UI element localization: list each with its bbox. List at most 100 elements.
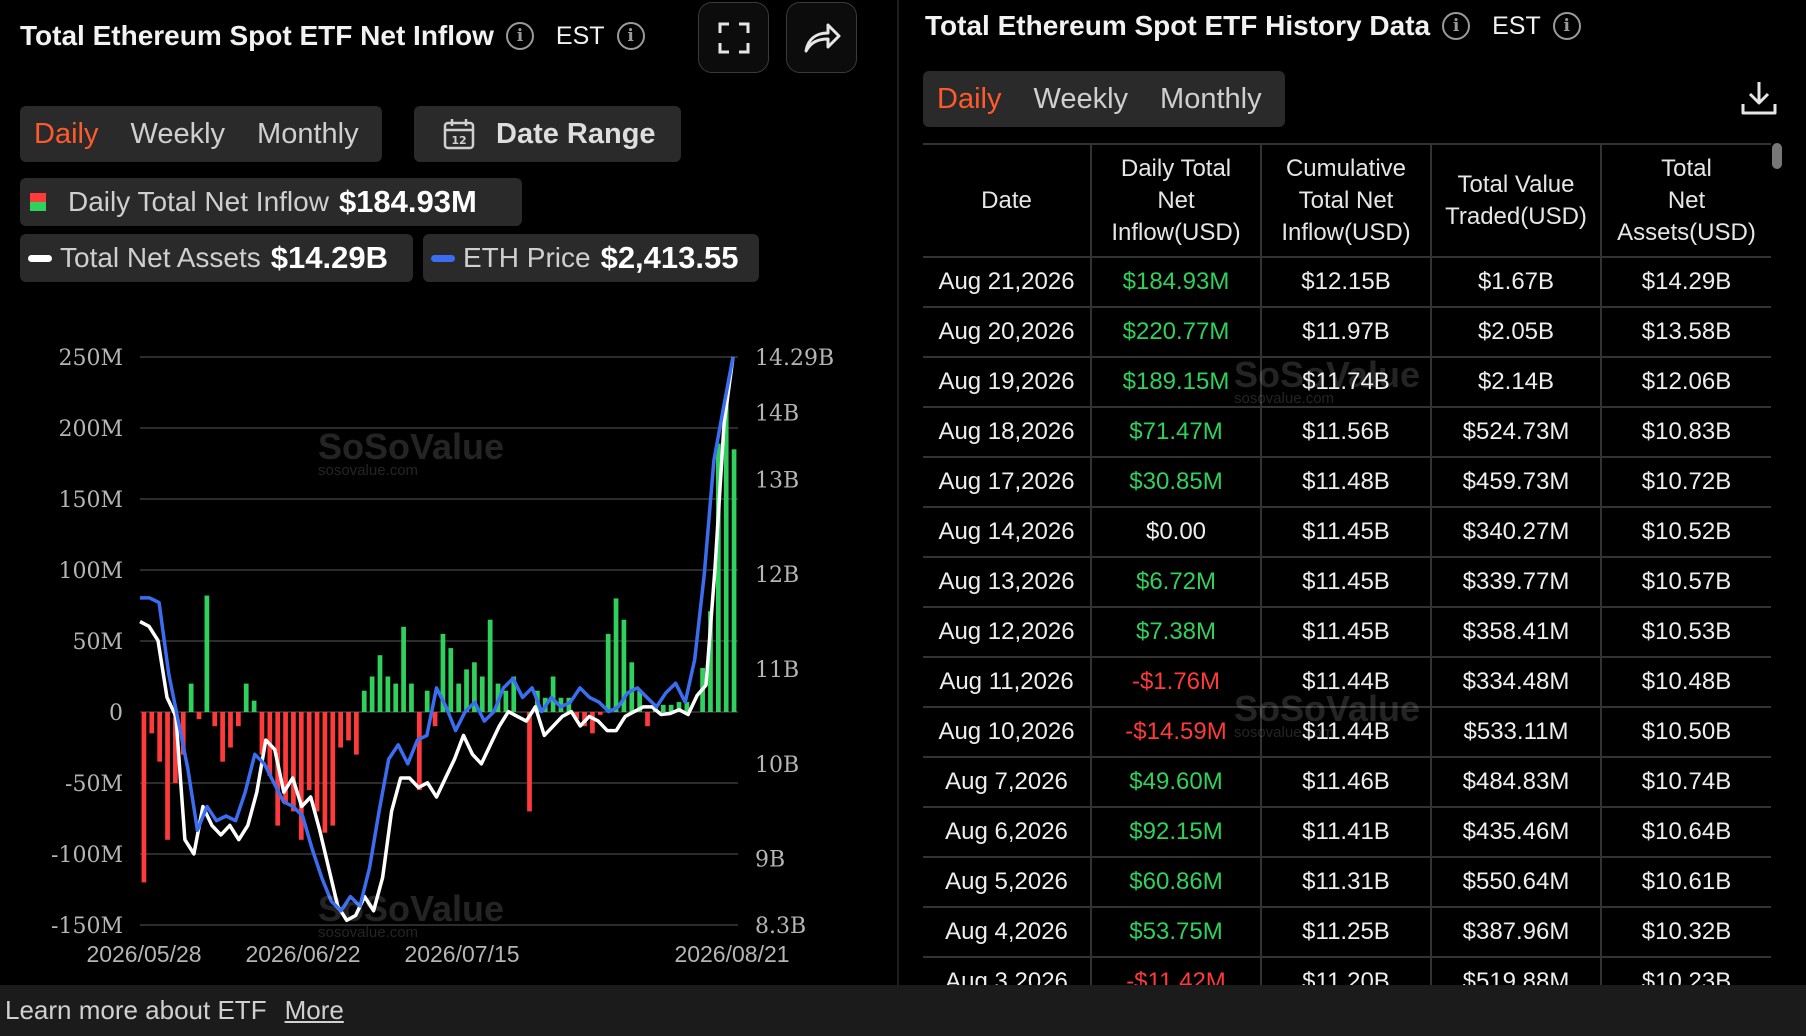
value-cell: $11.45B bbox=[1261, 607, 1432, 658]
date-range-button[interactable]: 12 Date Range bbox=[414, 106, 681, 162]
tab-daily[interactable]: Daily bbox=[937, 82, 1002, 115]
inflow-bar bbox=[306, 712, 312, 791]
column-header: Total Value Traded(USD) bbox=[1431, 145, 1602, 258]
inflow-bar bbox=[165, 712, 170, 840]
info-icon[interactable]: i bbox=[1442, 12, 1471, 40]
value-cell: $11.41B bbox=[1261, 807, 1432, 858]
assets-legend-label: Total Net Assets bbox=[60, 242, 261, 273]
net-inflow-chart[interactable]: 250M 200M 150M 100M 50M 0 -50M -100M -150M 14.29B… bbox=[0, 330, 897, 970]
left-axis-tick-label: 0 bbox=[109, 701, 123, 726]
download-button[interactable] bbox=[1739, 78, 1779, 123]
total-net-assets-line bbox=[139, 356, 735, 923]
inflow-bar bbox=[574, 712, 580, 720]
table-row: Aug 10,2026 -$14.59M $11.44B $533.11M $10.50… bbox=[923, 707, 1771, 758]
inflow-bar bbox=[440, 633, 446, 712]
table-row: Aug 18,2026 $71.47M $11.56B $524.73M $10.83B bbox=[923, 407, 1771, 458]
table-scrollbar[interactable] bbox=[1772, 143, 1782, 169]
footer-text: Learn more about ETF bbox=[5, 995, 267, 1025]
table-row: Aug 17,2026 $30.85M $11.48B $459.73M $10.72B bbox=[923, 457, 1771, 508]
value-cell: $11.45B bbox=[1261, 507, 1432, 558]
right-axis-tick-label: 14B bbox=[755, 401, 799, 426]
inflow-bar bbox=[590, 712, 595, 734]
inflow-bar bbox=[409, 683, 414, 712]
value-cell: $334.48M bbox=[1431, 657, 1602, 708]
watermark-brand: SoSoValue bbox=[318, 426, 505, 467]
inflow-bar bbox=[645, 712, 650, 727]
tab-weekly[interactable]: Weekly bbox=[130, 117, 226, 150]
tab-monthly[interactable]: Monthly bbox=[257, 117, 359, 150]
date-cell: Aug 10,2026 bbox=[923, 707, 1092, 758]
value-cell: $11.56B bbox=[1261, 407, 1432, 458]
inflow-bar bbox=[511, 676, 517, 712]
inflow-legend-value: $184.93M bbox=[338, 184, 477, 219]
table-row: Aug 5,2026 $60.86M $11.31B $550.64M $10.61B bbox=[923, 857, 1771, 908]
value-cell: $10.83B bbox=[1601, 407, 1771, 458]
inflow-bar bbox=[401, 626, 406, 712]
watermark-brand: SoSoValue bbox=[1234, 354, 1421, 395]
value-cell: $10.53B bbox=[1601, 607, 1771, 658]
inflow-bar bbox=[141, 712, 147, 883]
fullscreen-button[interactable] bbox=[698, 2, 769, 73]
inflow-bar bbox=[597, 712, 603, 715]
date-range-label: Date Range bbox=[496, 117, 656, 150]
value-cell: $358.41M bbox=[1431, 607, 1602, 658]
value-cell: $10.32B bbox=[1601, 907, 1771, 958]
value-cell: $1.67B bbox=[1431, 257, 1602, 308]
value-cell: -$1.76M bbox=[1091, 657, 1262, 708]
info-icon[interactable]: i bbox=[505, 22, 534, 50]
timezone-info-icon[interactable]: i bbox=[616, 22, 645, 50]
eth-legend-value: $2,413.55 bbox=[600, 240, 739, 275]
panel-divider bbox=[897, 0, 899, 985]
chart-watermark: SoSoValue sosovalue.com bbox=[318, 426, 504, 479]
share-button[interactable] bbox=[786, 2, 857, 73]
eth-legend-icon bbox=[431, 254, 455, 262]
inflow-bar bbox=[432, 712, 438, 727]
value-cell: $11.45B bbox=[1261, 557, 1432, 608]
fullscreen-icon bbox=[718, 22, 749, 53]
tab-monthly[interactable]: Monthly bbox=[1160, 82, 1262, 115]
x-axis-tick-label: 2026/08/21 bbox=[674, 941, 789, 967]
value-cell: $11.97B bbox=[1261, 307, 1432, 358]
inflow-bar bbox=[196, 712, 202, 720]
date-cell: Aug 3,2026 bbox=[923, 957, 1092, 985]
value-cell: $71.47M bbox=[1091, 407, 1262, 458]
tab-weekly[interactable]: Weekly bbox=[1033, 82, 1129, 115]
inflow-bar bbox=[416, 712, 422, 791]
date-cell: Aug 20,2026 bbox=[923, 307, 1092, 358]
date-cell: Aug 14,2026 bbox=[923, 507, 1092, 558]
value-cell: $10.74B bbox=[1601, 757, 1771, 808]
value-cell: $459.73M bbox=[1431, 457, 1602, 508]
history-title: Total Ethereum Spot ETF History Data bbox=[925, 10, 1431, 41]
value-cell: $53.75M bbox=[1091, 907, 1262, 958]
inflow-bar bbox=[283, 712, 288, 805]
inflow-bar bbox=[228, 712, 233, 748]
left-axis-tick-label: 150M bbox=[58, 488, 123, 513]
history-table-container[interactable]: Date Daily Total Net Inflow(USD) Cumulative T… bbox=[923, 143, 1771, 985]
inflow-bar bbox=[173, 712, 178, 783]
watermark-site: sosovalue.com bbox=[318, 462, 419, 479]
value-cell: $11.48B bbox=[1261, 457, 1432, 508]
history-title-row: Total Ethereum Spot ETF History Data i E… bbox=[925, 10, 1581, 42]
history-data-panel: Total Ethereum Spot ETF History Data i E… bbox=[899, 0, 1806, 985]
value-cell: $10.57B bbox=[1601, 557, 1771, 608]
timezone-info-icon[interactable]: i bbox=[1552, 12, 1581, 40]
column-header: Total Net Assets(USD) bbox=[1601, 145, 1771, 258]
inflow-bar bbox=[456, 683, 462, 712]
value-cell: $92.15M bbox=[1091, 807, 1262, 858]
value-cell: $11.20B bbox=[1261, 957, 1432, 985]
left-axis-tick-label: 100M bbox=[58, 559, 123, 584]
value-cell: $435.46M bbox=[1431, 807, 1602, 858]
value-cell: $60.86M bbox=[1091, 857, 1262, 908]
inflow-bar bbox=[527, 712, 532, 812]
inflow-bar bbox=[684, 702, 690, 712]
date-cell: Aug 18,2026 bbox=[923, 407, 1092, 458]
inflow-bar bbox=[550, 676, 556, 712]
inflow-bar bbox=[472, 662, 477, 712]
inflow-bar bbox=[393, 683, 399, 712]
value-cell: $484.83M bbox=[1431, 757, 1602, 808]
x-axis-tick-label: 2026/07/15 bbox=[404, 941, 519, 967]
more-link[interactable]: More bbox=[284, 995, 344, 1025]
x-axis-tick-label: 2026/05/28 bbox=[86, 941, 201, 967]
tab-daily[interactable]: Daily bbox=[34, 117, 99, 150]
inflow-legend-label: Daily Total Net Inflow bbox=[68, 186, 329, 217]
